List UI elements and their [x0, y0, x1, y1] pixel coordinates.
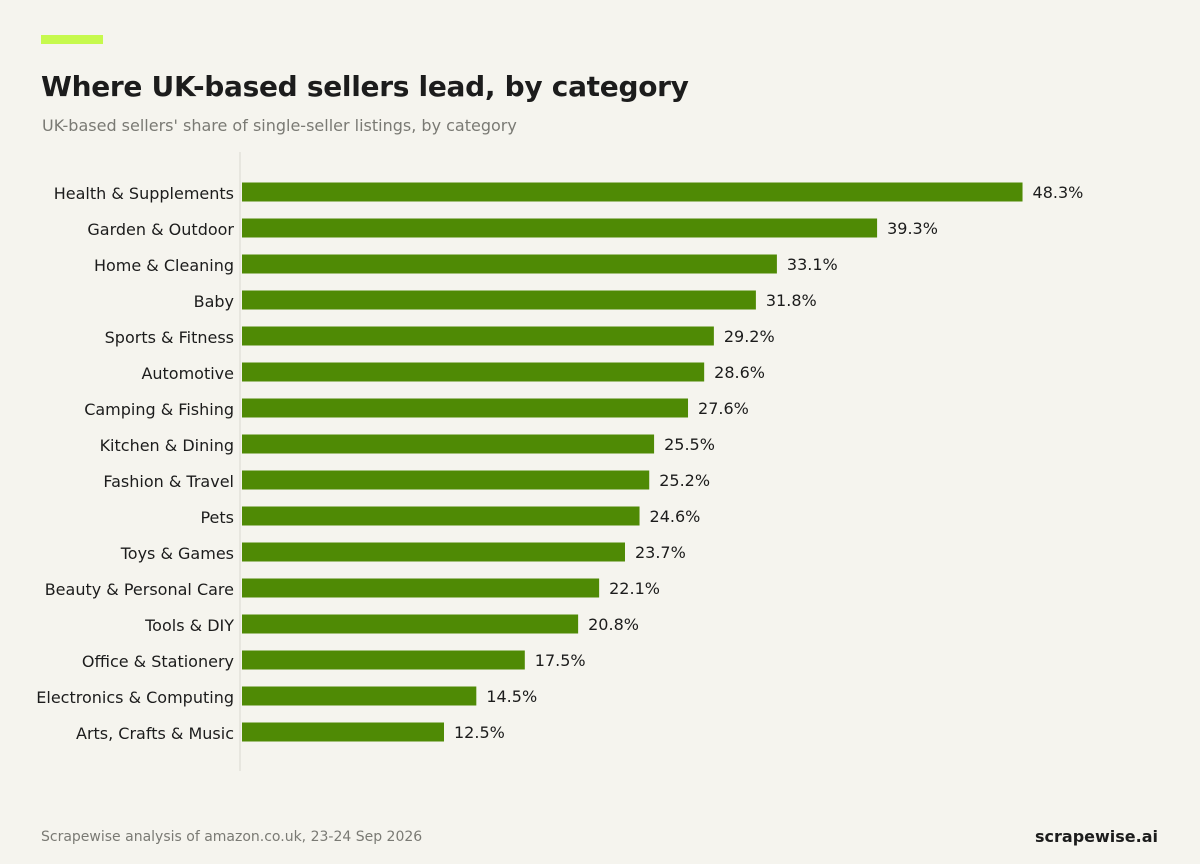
value-label: 17.5%: [535, 651, 586, 670]
category-label: Beauty & Personal Care: [45, 580, 234, 599]
chart-subtitle: UK-based sellers' share of single-seller…: [42, 116, 517, 135]
category-label: Toys & Games: [120, 544, 234, 563]
bar[interactable]: [242, 362, 705, 382]
bar[interactable]: [242, 470, 650, 490]
bar[interactable]: [242, 182, 1023, 202]
category-label: Health & Supplements: [54, 184, 234, 203]
value-label: 14.5%: [486, 687, 537, 706]
category-label: Sports & Fitness: [105, 328, 234, 347]
category-label: Kitchen & Dining: [100, 436, 234, 455]
category-label: Baby: [194, 292, 234, 311]
value-label: 48.3%: [1033, 183, 1084, 202]
value-label: 33.1%: [787, 255, 838, 274]
bar[interactable]: [242, 614, 579, 634]
bar[interactable]: [242, 542, 625, 562]
category-label: Garden & Outdoor: [87, 220, 234, 239]
bar[interactable]: [242, 218, 878, 238]
bar[interactable]: [242, 290, 756, 310]
category-label: Arts, Crafts & Music: [76, 724, 234, 743]
category-label: Pets: [200, 508, 234, 527]
category-label: Tools & DIY: [144, 616, 234, 635]
accent-bar: [41, 35, 103, 44]
value-label: 28.6%: [714, 363, 765, 382]
value-label: 31.8%: [766, 291, 817, 310]
value-label: 25.2%: [659, 471, 710, 490]
chart-title: Where UK-based sellers lead, by category: [41, 70, 689, 103]
category-label: Automotive: [141, 364, 234, 383]
category-label: Fashion & Travel: [103, 472, 234, 491]
value-label: 29.2%: [724, 327, 775, 346]
source-note: Scrapewise analysis of amazon.co.uk, 23-…: [41, 829, 423, 845]
value-label: 25.5%: [664, 435, 715, 454]
brand-link[interactable]: scrapewise.ai: [1035, 827, 1158, 846]
value-label: 20.8%: [588, 615, 639, 634]
bar[interactable]: [242, 326, 714, 346]
bar[interactable]: [242, 434, 655, 454]
bar-chart: Health & Supplements 48.3% Garden & Outdoo…: [36, 152, 1084, 771]
bar[interactable]: [242, 398, 689, 418]
bar[interactable]: [242, 578, 600, 598]
bar[interactable]: [242, 650, 525, 670]
bar[interactable]: [242, 254, 777, 274]
bar[interactable]: [242, 506, 640, 526]
value-label: 27.6%: [698, 399, 749, 418]
category-label: Camping & Fishing: [84, 400, 234, 419]
value-label: 39.3%: [887, 219, 938, 238]
category-label: Office & Stationery: [82, 652, 234, 671]
value-label: 23.7%: [635, 543, 686, 562]
category-label: Home & Cleaning: [94, 256, 234, 275]
value-label: 22.1%: [609, 579, 660, 598]
bar[interactable]: [242, 686, 477, 706]
category-label: Electronics & Computing: [36, 688, 234, 707]
value-label: 24.6%: [650, 507, 701, 526]
bar[interactable]: [242, 722, 444, 742]
value-label: 12.5%: [454, 723, 505, 742]
